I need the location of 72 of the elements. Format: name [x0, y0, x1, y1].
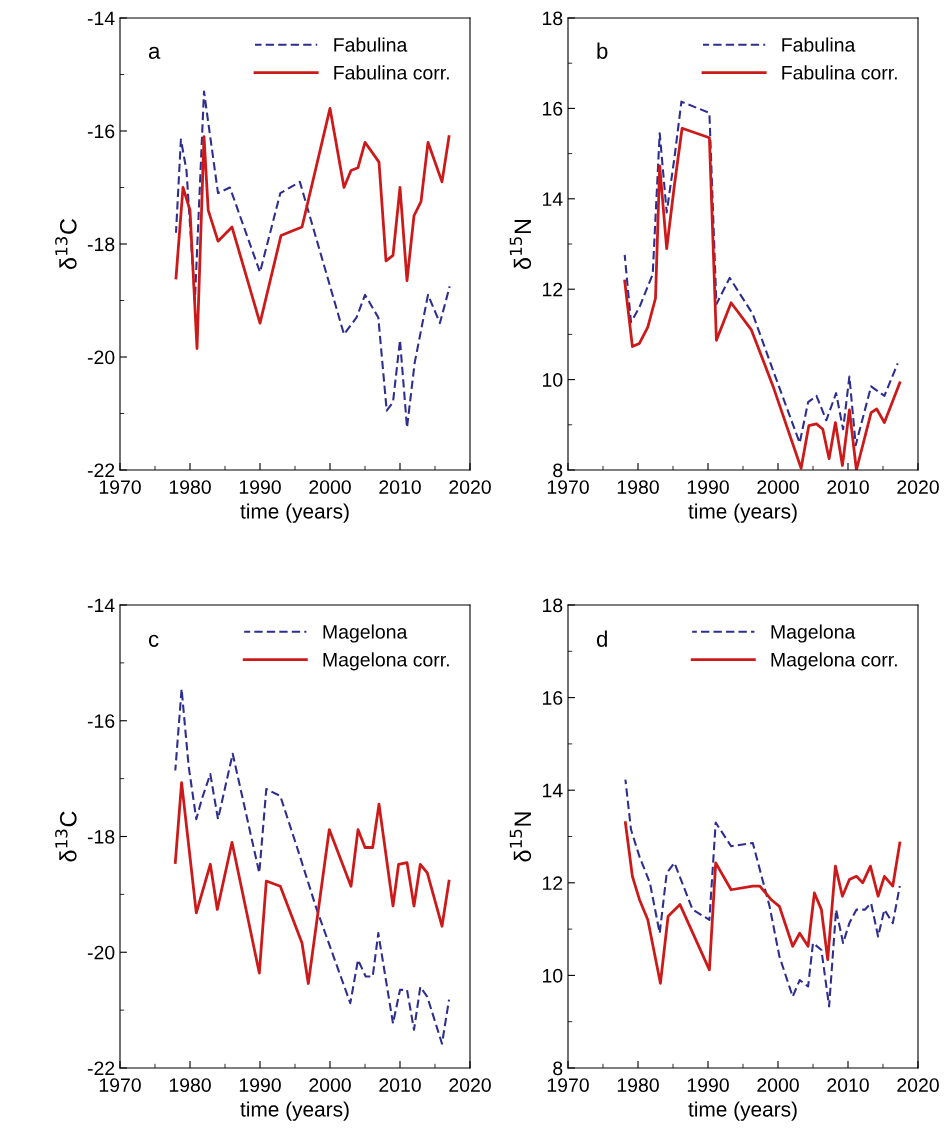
y-tick-label: -16 — [87, 124, 115, 139]
line-series — [174, 687, 451, 1045]
x-tick-label: 2020 — [449, 1078, 491, 1092]
x-axis-title: time (years) — [688, 503, 797, 523]
y-tick-label: 14 — [543, 192, 563, 206]
x-tick-label: 2020 — [897, 480, 939, 494]
y-tick-label: -18 — [87, 237, 115, 252]
y-tick-label: 8 — [553, 463, 563, 478]
line-series — [174, 107, 451, 350]
y-tick-label: -22 — [87, 1061, 115, 1076]
x-axis-title: time (years) — [688, 1101, 797, 1121]
line-series — [174, 90, 451, 429]
x-tick-label: 2020 — [449, 480, 491, 494]
y-tick-label: 10 — [543, 968, 563, 983]
y-tick-label: 12 — [543, 282, 563, 297]
x-tick-label: 2010 — [379, 480, 421, 494]
y-tick-label: -20 — [87, 945, 115, 960]
line-series — [624, 778, 901, 1008]
x-tick-label: 2010 — [827, 480, 869, 494]
x-tick-label: 1970 — [547, 1078, 589, 1092]
legend-label: Fabulina — [334, 37, 408, 52]
y-tick-label: 16 — [543, 101, 563, 116]
y-tick-label: -22 — [87, 463, 115, 478]
y-axis-title: δ$^{13}$C — [55, 218, 77, 270]
y-tick-label: 18 — [543, 598, 563, 613]
y-tick-label: -14 — [87, 598, 115, 613]
y-tick-label: -16 — [87, 714, 115, 728]
annotation: a — [148, 46, 161, 59]
x-tick-label: 2000 — [309, 480, 351, 494]
x-tick-label: 1990 — [239, 1078, 281, 1092]
y-tick-label: -20 — [87, 350, 115, 365]
legend-label: Magelona corr. — [771, 652, 897, 671]
x-tick-label: 1990 — [687, 480, 729, 494]
x-tick-label: 2000 — [309, 1078, 351, 1092]
line-series — [173, 781, 451, 985]
y-axis-title: δ$^{15}$N — [509, 812, 532, 862]
x-tick-label: 1990 — [687, 1078, 729, 1092]
x-tick-label: 1980 — [169, 480, 211, 494]
y-tick-label: 14 — [543, 783, 563, 798]
annotation: b — [597, 42, 608, 59]
x-tick-label: 1980 — [617, 480, 659, 494]
x-axis-title: time (years) — [240, 1101, 349, 1121]
x-tick-label: 2000 — [757, 1078, 799, 1092]
legend-label: Magelona corr. — [323, 652, 449, 671]
x-tick-label: 1990 — [239, 480, 281, 494]
x-axis-title: time (years) — [240, 503, 349, 523]
y-axis-title: δ$^{15}$N — [509, 219, 532, 270]
x-tick-label: 2010 — [379, 1078, 421, 1092]
y-tick-label: 8 — [553, 1061, 563, 1076]
annotation: c — [148, 634, 159, 647]
y-tick-label: 18 — [543, 11, 563, 26]
y-tick-label: 12 — [543, 876, 563, 890]
x-tick-label: 1970 — [99, 1078, 141, 1092]
x-tick-label: 2000 — [757, 480, 799, 494]
line-series — [624, 821, 902, 985]
y-tick-label: 10 — [543, 373, 563, 387]
legend-label: Fabulina corr. — [782, 65, 897, 80]
x-tick-label: 1970 — [547, 480, 589, 494]
x-tick-label: 1980 — [169, 1078, 211, 1092]
legend-label: Fabulina — [782, 37, 856, 52]
y-tick-label: -14 — [87, 11, 115, 26]
legend-label: Fabulina corr. — [334, 65, 449, 80]
legend-label: Magelona — [771, 624, 856, 643]
x-tick-label: 1970 — [99, 480, 141, 494]
legend-label: Magelona — [323, 624, 408, 643]
x-tick-label: 1980 — [617, 1078, 659, 1092]
x-tick-label: 2010 — [827, 1078, 869, 1092]
y-axis-title: δ$^{13}$C — [55, 811, 77, 862]
x-tick-label: 2020 — [897, 1078, 939, 1092]
annotation: d — [596, 630, 607, 647]
y-tick-label: -18 — [87, 829, 115, 844]
y-tick-label: 16 — [543, 691, 563, 705]
